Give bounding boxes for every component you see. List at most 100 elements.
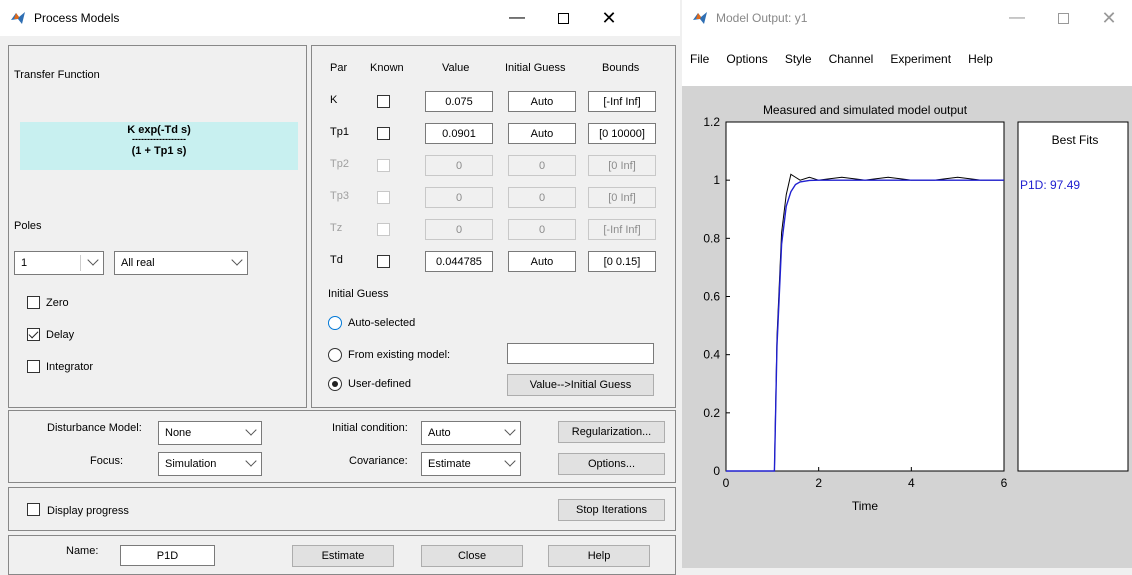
maximize-icon[interactable] [1040,0,1086,36]
model-output-line [726,179,1004,472]
param-value-field[interactable]: 0 [425,219,493,240]
close-icon[interactable]: ✕ [1101,7,1117,28]
focus-select[interactable]: Simulation [158,452,262,476]
mo-titlebar[interactable]: Model Output: y1 [682,0,1132,36]
param-name: K [330,94,338,106]
known-checkbox[interactable] [377,127,390,140]
menu-options[interactable]: Options [726,52,768,66]
estimation-options-panel [8,410,676,483]
param-bounds-field[interactable]: [0 Inf] [588,187,656,208]
close-icon[interactable]: ✕ [601,7,617,28]
param-guess-field[interactable]: 0 [508,219,576,240]
header-bounds: Bounds [602,62,640,74]
minimize-icon[interactable]: — [509,9,525,26]
delay-checkbox[interactable] [27,328,40,341]
output-chart: Measured and simulated model output Time… [703,103,1129,513]
known-checkbox[interactable] [377,95,390,108]
initial-condition-select[interactable]: Auto [421,421,521,445]
param-name: Tp1 [330,126,349,138]
poles-value: 1 [21,257,28,269]
from-existing-label: From existing model: [348,349,451,361]
from-existing-radio[interactable] [328,348,342,362]
close-button[interactable]: Close [421,545,523,567]
param-bounds-field[interactable]: [0 Inf] [588,155,656,176]
menu-channel[interactable]: Channel [828,52,874,66]
known-checkbox[interactable] [377,159,390,172]
param-guess-field[interactable]: Auto [508,91,576,112]
fit-entry[interactable]: P1D: 97.49 [1020,178,1080,192]
param-value-field[interactable]: 0.044785 [425,251,493,272]
chevron-down-icon [245,455,257,467]
y-tick-label: 0.8 [703,231,720,245]
integrator-checkbox[interactable] [27,360,40,373]
param-bounds-field[interactable]: [0 0.15] [588,251,656,272]
param-guess-field[interactable]: Auto [508,123,576,144]
y-tick-label: 1 [713,173,720,187]
header-known: Known [370,62,404,74]
focus-value: Simulation [165,458,217,470]
menu-experiment[interactable]: Experiment [890,52,952,66]
progress-panel [8,487,676,531]
tf-numerator: K exp(-Td s) [127,124,191,136]
parameters-panel [311,45,676,408]
param-guess-field[interactable]: 0 [508,155,576,176]
minimize-icon[interactable]: — [1009,9,1025,26]
covariance-select[interactable]: Estimate [421,452,521,476]
tf-denominator: (1 + Tp1 s) [131,145,187,157]
display-progress-checkbox[interactable] [27,503,40,516]
param-bounds-field[interactable]: [-Inf Inf] [588,91,656,112]
param-bounds-field[interactable]: [0 10000] [588,123,656,144]
y-tick-label: 0.6 [703,290,720,304]
model-output-window: Model Output: y1 — ✕ File Options Style … [682,0,1132,568]
auto-selected-radio[interactable] [328,316,342,330]
param-name: Tz [330,222,343,234]
x-axis-label: Time [852,499,879,513]
initial-condition-label: Initial condition: [332,422,408,434]
known-checkbox[interactable] [377,223,390,236]
name-field[interactable]: P1D [120,545,215,566]
poles-type-select[interactable]: All real [114,251,248,275]
regularization-button[interactable]: Regularization... [558,421,665,443]
chevron-down-icon [504,424,516,436]
user-defined-radio[interactable] [328,377,342,391]
param-guess-field[interactable]: Auto [508,251,576,272]
menu-style[interactable]: Style [784,52,812,66]
stop-iterations-button[interactable]: Stop Iterations [558,499,665,521]
param-bounds-field[interactable]: [-Inf Inf] [588,219,656,240]
zero-checkbox[interactable] [27,296,40,309]
param-value-field[interactable]: 0 [425,155,493,176]
param-value-field[interactable]: 0.0901 [425,123,493,144]
header-value: Value [442,62,470,74]
options-button[interactable]: Options... [558,453,665,475]
maximize-icon[interactable] [540,0,586,36]
y-tick-label: 1.2 [703,115,720,129]
best-fits-box [1017,121,1129,472]
known-checkbox[interactable] [377,255,390,268]
y-tick-label: 0 [713,464,720,478]
menu-help[interactable]: Help [968,52,993,66]
chart-title: Measured and simulated model output [763,103,968,117]
value-to-guess-button[interactable]: Value-->Initial Guess [507,374,654,396]
x-tick-label: 6 [1001,476,1008,490]
delay-label: Delay [46,329,75,341]
param-name: Td [330,254,343,266]
param-guess-field[interactable]: 0 [508,187,576,208]
known-checkbox[interactable] [377,191,390,204]
help-button[interactable]: Help [548,545,650,567]
chevron-down-icon [245,424,257,436]
param-value-field[interactable]: 0 [425,187,493,208]
disturbance-select[interactable]: None [158,421,262,445]
tf-display [20,122,298,170]
initial-condition-value: Auto [428,427,451,439]
estimate-button[interactable]: Estimate [292,545,394,567]
y-tick-label: 0.2 [703,406,720,420]
menu-file[interactable]: File [690,52,710,66]
disturbance-label: Disturbance Model: [47,422,142,434]
existing-model-field[interactable] [507,343,654,364]
focus-label: Focus: [90,455,124,467]
pm-titlebar[interactable]: Process Models [0,0,680,36]
param-value-field[interactable]: 0.075 [425,91,493,112]
x-tick-label: 2 [815,476,822,490]
param-name: Tp3 [330,190,349,202]
poles-select[interactable]: 1 [14,251,104,275]
